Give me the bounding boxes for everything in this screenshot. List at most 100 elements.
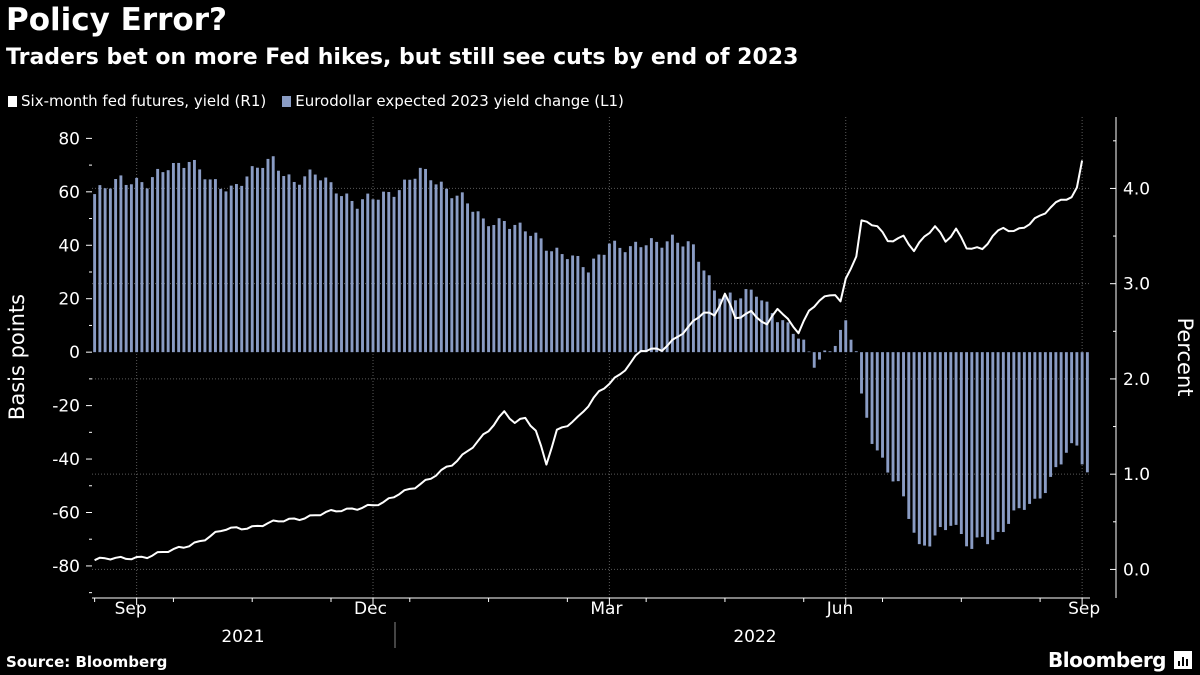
bar [250,166,254,353]
bar [996,352,1000,532]
bar [403,179,406,353]
right-axis-tick-label: 0.0 [1123,560,1150,580]
bar [434,184,438,353]
bar [676,242,680,353]
bar [361,199,364,353]
bar [1012,352,1016,511]
bar [334,193,338,353]
bar [224,191,228,353]
x-axis-tick-label: Dec [354,599,387,619]
bar [802,339,806,353]
bar [712,290,716,353]
bar [240,185,244,353]
bar [371,199,375,353]
bar [114,179,118,353]
bar [723,294,727,353]
legend-line-entry: Six-month fed futures, yield (R1) [8,92,266,110]
bar [970,352,974,549]
bar [1038,352,1042,499]
bar [839,329,842,353]
left-axis-tick-label: 60 [58,183,80,203]
bar [765,301,769,353]
bar [670,234,674,353]
bar [760,300,764,353]
bar [350,200,354,353]
bar [466,203,470,353]
bar [308,169,312,353]
bar [828,351,832,353]
bar [439,181,443,353]
bar [613,240,617,353]
bar [256,167,259,353]
bar [271,156,275,353]
bar [245,176,249,353]
bar [628,246,632,353]
bar [1059,352,1063,465]
bar [581,267,585,353]
bar [397,190,401,353]
bar [424,168,427,353]
bar [329,182,333,353]
bar [219,188,223,353]
bar [781,320,785,353]
bar [140,182,144,353]
bar [93,194,97,353]
bar [261,167,265,353]
bar [277,170,280,353]
bloomberg-chart-icon [1174,651,1192,669]
bar [965,352,969,547]
bar [1075,352,1079,446]
bar [161,172,165,353]
bar [298,184,301,353]
bar [1022,352,1026,510]
bar [923,352,926,546]
bar [881,352,884,458]
bar [208,179,212,353]
bar [319,180,322,353]
bar [1028,352,1032,504]
bar [235,184,238,353]
bar [833,345,837,353]
bar [266,158,270,353]
bar [797,338,800,353]
bar [912,352,916,533]
bar [182,167,186,353]
bar [523,231,527,353]
bar [944,352,947,531]
bar [534,232,538,353]
bar [865,352,869,418]
bar [886,352,890,473]
bar [980,352,984,537]
bar [902,352,905,497]
left-axis-tick-label: 0 [69,343,80,363]
bar [597,254,601,353]
bar [103,188,107,353]
bar [571,255,575,353]
bar [413,178,417,353]
bar [492,225,496,353]
bar [282,176,286,353]
bar [392,196,396,353]
bar [1085,352,1089,473]
bar [649,238,653,353]
bar [408,179,412,353]
bar [177,162,181,353]
bar [623,252,627,353]
brand-logo: Bloomberg [1048,648,1166,672]
bar [450,198,454,353]
bar [823,350,827,353]
bar [124,184,128,353]
bar [1001,352,1005,533]
bar [429,180,433,353]
bar [292,181,296,353]
bar [618,247,622,353]
left-axis-tick-label: 40 [58,236,80,256]
bar [749,289,753,353]
bar [665,241,669,353]
bar [770,313,774,353]
bar [691,244,695,353]
bar [896,352,900,482]
bar [1049,352,1053,477]
bar [917,352,921,545]
